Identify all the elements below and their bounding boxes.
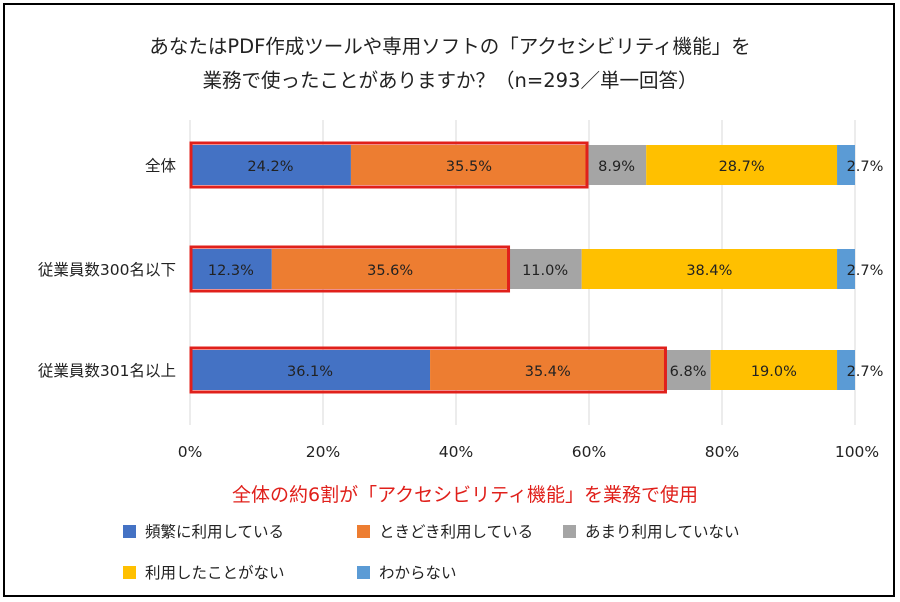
data-label: 28.7% [719, 159, 765, 175]
chart-title-line-1: あなたはPDF作成ツールや専用ソフトの「アクセシビリティ機能」を [149, 35, 751, 58]
data-label: 24.2% [247, 159, 293, 175]
bar-segment [190, 249, 272, 289]
data-label: 36.1% [287, 364, 333, 380]
legend-swatch [563, 524, 576, 538]
legend-item-unknown: わからない [357, 562, 457, 582]
bar-segment [837, 145, 855, 185]
x-tick-label: 100% [835, 443, 879, 461]
legend-item-rarely: あまり利用していない [563, 521, 740, 541]
data-label: 35.4% [525, 364, 571, 380]
x-tick-label: 20% [306, 443, 340, 461]
chart-title-line-2: 業務で使ったことがありますか？（n=293／単一回答） [202, 69, 698, 92]
category-label: 従業員数301名以上 [38, 362, 176, 380]
data-label: 19.0% [751, 364, 797, 380]
chart-annotation: 全体の約6割が「アクセシビリティ機能」を業務で使用 [232, 484, 698, 506]
bar-segment [587, 145, 647, 185]
data-label: 35.5% [446, 159, 492, 175]
bar-segment [190, 350, 431, 390]
data-label: 38.4% [686, 263, 732, 279]
legend-swatch [357, 565, 370, 579]
x-tick-label: 0% [178, 443, 203, 461]
data-label: 12.3% [208, 263, 254, 279]
bar-segment [710, 350, 838, 390]
legend-item-frequent: 頻繁に利用している [123, 521, 284, 541]
bar-segment [430, 350, 666, 390]
x-tick-label: 40% [439, 443, 473, 461]
category-label: 従業員数300名以下 [38, 261, 176, 279]
legend-label: 頻繁に利用している [145, 523, 285, 541]
bar-segment [837, 350, 855, 390]
legend-label: ときどき利用している [379, 523, 534, 541]
legend-label: わからない [379, 564, 457, 582]
data-label: 2.7% [847, 364, 884, 380]
bar-segment [508, 249, 582, 289]
data-label: 8.9% [598, 159, 635, 175]
bar-segment [190, 145, 351, 185]
highlight-box [189, 245, 511, 293]
legend-swatch [123, 565, 136, 579]
bar-segment [350, 145, 588, 185]
data-label: 35.6% [367, 263, 413, 279]
legend-swatch [123, 524, 136, 538]
legend-label: 利用したことがない [145, 564, 285, 582]
highlight-box [189, 346, 667, 394]
bar-segment [837, 249, 855, 289]
chart-frame [3, 3, 895, 597]
legend-swatch [357, 524, 370, 538]
highlight-box [189, 141, 589, 189]
bar-segment [581, 249, 838, 289]
bar-segment [665, 350, 711, 390]
data-label: 6.8% [670, 364, 707, 380]
bar-segment [271, 249, 509, 289]
data-label: 11.0% [522, 263, 568, 279]
bar-segment [646, 145, 838, 185]
legend-item-sometimes: ときどき利用している [357, 521, 533, 541]
data-label: 2.7% [847, 263, 884, 279]
data-label: 2.7% [847, 159, 884, 175]
x-tick-label: 60% [572, 443, 606, 461]
legend-item-never: 利用したことがない [123, 562, 285, 582]
legend-label: あまり利用していない [585, 523, 740, 541]
category-label: 全体 [145, 157, 177, 175]
x-tick-label: 80% [705, 443, 739, 461]
